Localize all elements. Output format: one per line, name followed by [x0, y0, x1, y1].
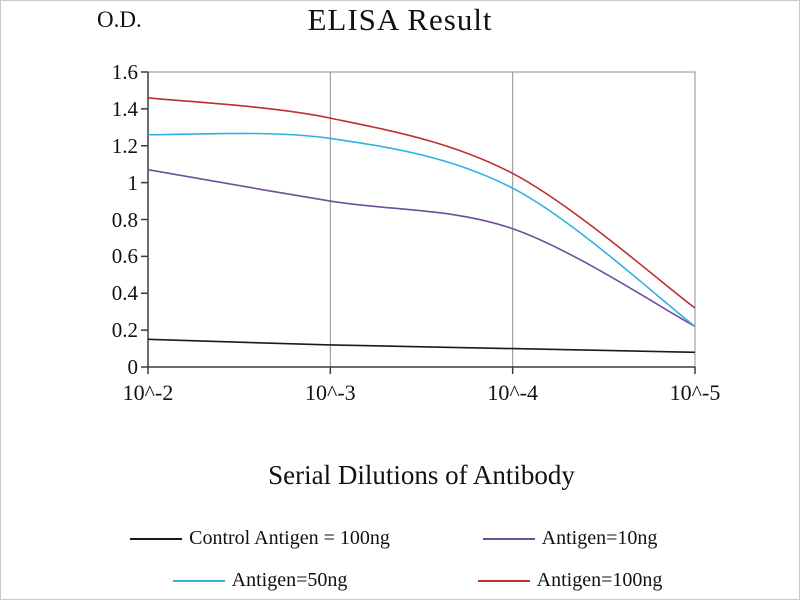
legend-line-sample-red [477, 579, 530, 582]
legend-item-antigen-100ng: Antigen=100ng [477, 569, 663, 592]
legend-item-antigen-10ng: Antigen=10ng [482, 527, 658, 550]
legend-label: Antigen=100ng [536, 569, 663, 591]
legend-label: Control Antigen = 100ng [189, 527, 390, 549]
legend-label: Antigen=10ng [541, 527, 658, 549]
legend-line-sample-purple [482, 537, 535, 540]
legend: Control Antigen = 100ng Antigen=10ng Ant… [90, 527, 710, 592]
x-axis-title: Serial Dilutions of Antibody [268, 460, 575, 490]
legend-line-sample-cyan [172, 579, 225, 582]
chart-title: ELISA Result [307, 2, 493, 37]
legend-item-control-antigen: Control Antigen = 100ng [130, 527, 390, 550]
y-axis-title: O.D. [97, 7, 142, 32]
legend-item-antigen-50ng: Antigen=50ng [172, 569, 348, 592]
legend-label: Antigen=50ng [231, 569, 348, 591]
legend-line-sample-black [130, 537, 183, 540]
